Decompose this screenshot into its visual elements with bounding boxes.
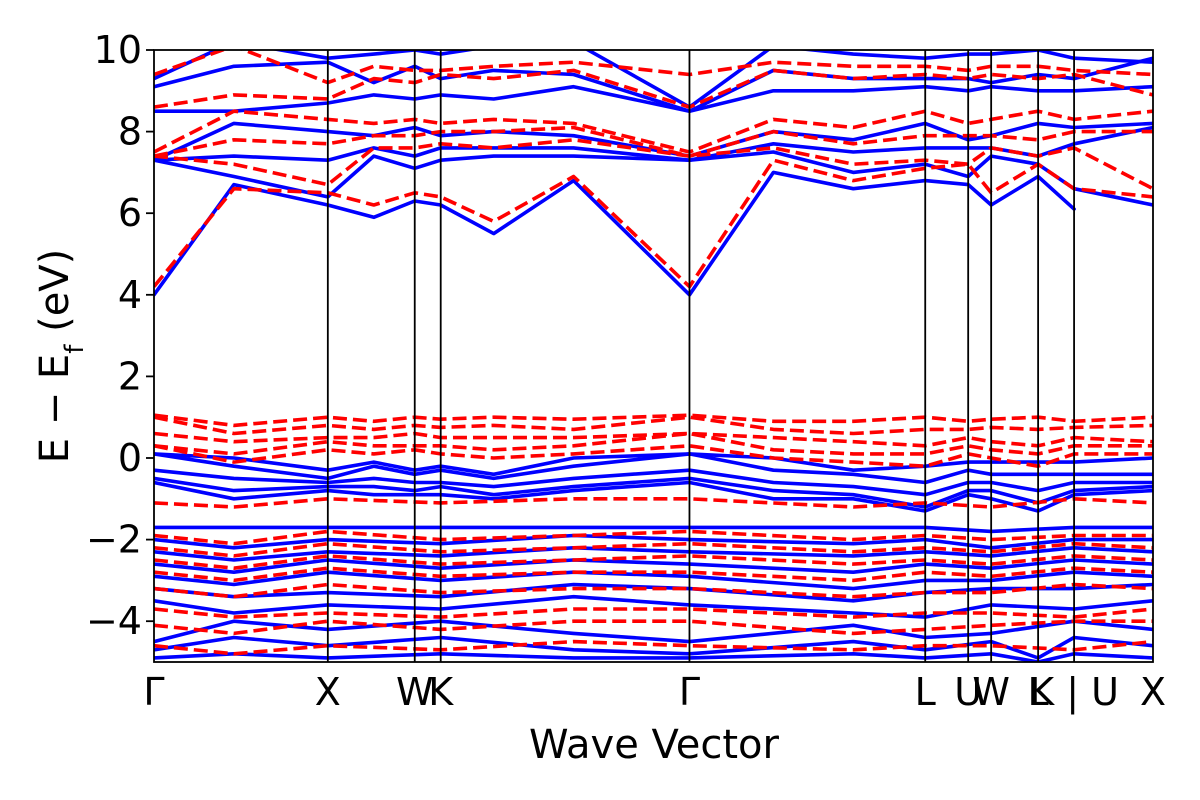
x-tick-label-8: L [1028,670,1049,714]
y-tick-label-0: −4 [86,599,142,643]
x-tick-label-3: K [428,670,454,714]
y-tick-label-2: 0 [118,436,142,480]
y-axis-label-main: E − E [32,354,78,464]
x-tick-label-2: W [396,670,434,714]
x-tick-label-0: Γ [143,670,164,714]
dashed-band-18 [154,619,1153,636]
plot-frame [153,49,1154,663]
dashed-band-7 [154,415,1153,436]
dashed-band-11 [154,496,1153,509]
x-axis-label: Wave Vector [529,722,780,768]
x-tick-label-6: U [954,670,982,714]
y-tick-label-5: 6 [118,191,142,235]
x-tick-label-5: L [915,670,936,714]
x-tick-label-1: X [315,670,341,714]
kpoint-lines [326,50,1075,662]
solid-band-20 [154,635,1153,660]
x-tick-label-9: K | U [1029,670,1119,715]
y-axis-label-sub: f [60,344,90,354]
dashed-band-9 [154,431,1153,456]
dashed-band-19 [154,639,1153,656]
x-tick-label-4: Γ [679,670,700,714]
x-tick-label-7: W [972,670,1010,714]
dashed-band-16 [154,582,1153,599]
dashed-band-15 [154,566,1153,583]
bands-layer [154,50,1153,662]
dashed-band-8 [154,431,1153,448]
solid-band-0 [154,170,1076,297]
dashed-band-12 [154,529,1153,546]
y-tick-label-3: 2 [118,354,142,398]
solid-band-12 [154,525,1153,534]
dashed-band-10 [154,443,1153,469]
y-tick-label-7: 10 [94,28,142,72]
dashed-band-14 [154,554,1153,571]
y-axis-label: E − Ef (eV) [32,249,90,464]
y-tick-label-6: 8 [118,110,142,154]
y-tick-label-4: 4 [118,273,142,317]
x-tick-label-10: X [1140,670,1166,714]
y-axis-ticks: −4 −2 0 2 4 6 8 10 [86,28,154,643]
y-tick-label-1: −2 [86,518,142,562]
y-axis-label-unit: (eV) [32,249,78,345]
dashed-band-6 [154,413,1153,428]
dashed-band-13 [154,541,1153,558]
solid-band-21 [154,651,1153,662]
dashed-band-17 [154,607,1153,619]
